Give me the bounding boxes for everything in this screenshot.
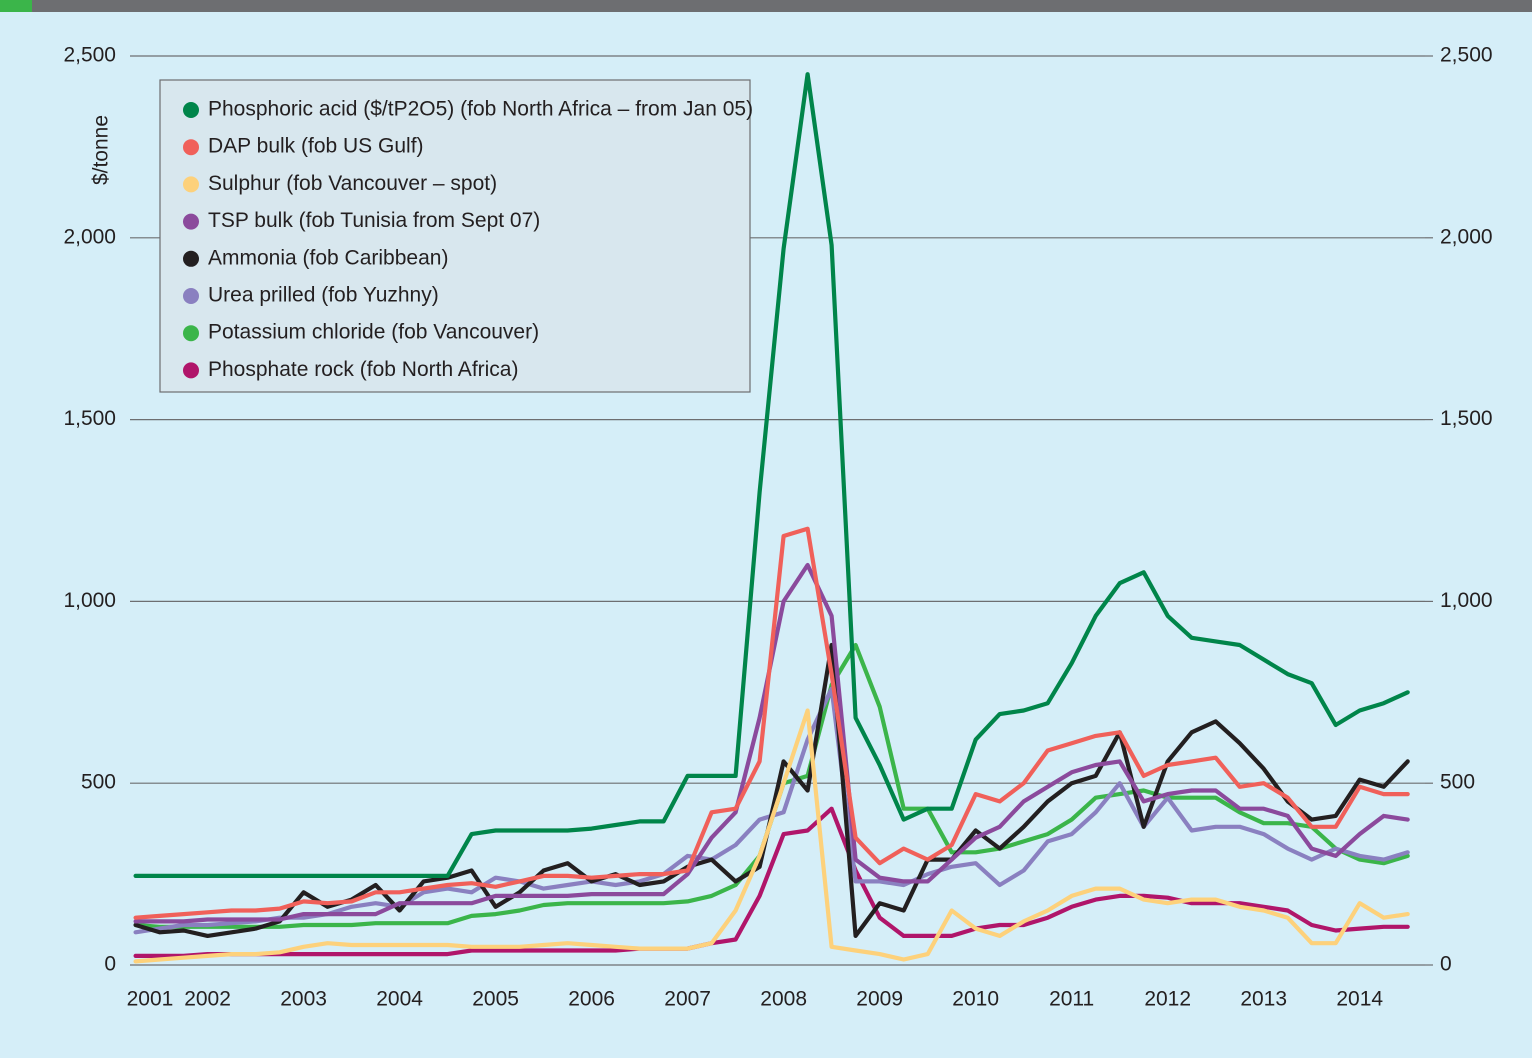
- legend-label: Potassium chloride (fob Vancouver): [208, 321, 539, 344]
- legend-label: Urea prilled (fob Yuzhny): [208, 284, 439, 307]
- legend-box: [159, 79, 751, 393]
- x-tick-label: 2008: [760, 988, 807, 1011]
- legend-marker: [183, 176, 199, 193]
- x-tick-label: 2001: [127, 988, 174, 1011]
- y-tick-label: 0: [104, 953, 116, 976]
- y2-tick-label: 500: [1440, 771, 1475, 794]
- series-line: [133, 72, 1410, 878]
- legend-label: Phosphoric acid ($/tP2O5) (fob North Afr…: [208, 98, 753, 121]
- y2-tick-label: 2,000: [1440, 225, 1493, 248]
- y-tick-label: 1,000: [63, 589, 116, 612]
- legend-marker: [183, 102, 199, 118]
- legend-label: Phosphate rock (fob North Africa): [208, 358, 518, 381]
- x-tick-label: 2005: [472, 988, 519, 1011]
- y2-tick-label: 1,500: [1440, 407, 1493, 430]
- legend: Phosphoric acid ($/tP2O5) (fob North Afr…: [183, 98, 753, 381]
- x-tick-label: 2009: [856, 988, 903, 1011]
- y-tick-label: 1,500: [63, 407, 116, 430]
- x-tick-label: 2013: [1240, 988, 1287, 1011]
- y2-tick-label: 0: [1440, 953, 1452, 976]
- y-tick-label: 2,000: [63, 225, 116, 248]
- y2-tick-label: 1,000: [1440, 589, 1493, 612]
- legend-label: Sulphur (fob Vancouver – spot): [208, 172, 497, 195]
- y2-tick-label: 2,500: [1440, 44, 1493, 67]
- x-tick-label: 2012: [1144, 988, 1191, 1011]
- legend-marker: [183, 250, 199, 267]
- x-tick-label: 2003: [280, 988, 327, 1011]
- legend-label: TSP bulk (fob Tunisia from Sept 07): [208, 209, 540, 232]
- header-bar: [0, 0, 1532, 12]
- x-tick-label: 2006: [568, 988, 615, 1011]
- x-tick-label: 2002: [184, 988, 231, 1011]
- x-tick-label: 2004: [376, 988, 423, 1011]
- header-tab: [0, 0, 32, 12]
- legend-label: DAP bulk (fob US Gulf): [208, 135, 424, 158]
- x-tick-label: 2011: [1049, 988, 1094, 1011]
- y-tick-label: 2,500: [63, 44, 116, 67]
- legend-label: Ammonia (fob Caribbean): [208, 246, 448, 269]
- legend-marker: [183, 213, 199, 230]
- series-line: [133, 526, 1410, 920]
- legend-marker: [183, 139, 199, 156]
- legend-marker: [183, 325, 199, 342]
- y-tick-label: 500: [81, 771, 116, 794]
- x-tick-label: 2010: [952, 988, 999, 1011]
- y-axis-label: $/tonne: [90, 115, 113, 185]
- series-line: [133, 708, 1410, 964]
- x-tick-label: 2007: [664, 988, 711, 1011]
- legend-marker: [183, 288, 199, 304]
- x-tick-label: 2014: [1336, 988, 1383, 1011]
- series-line: [133, 806, 1410, 958]
- legend-marker: [183, 362, 199, 379]
